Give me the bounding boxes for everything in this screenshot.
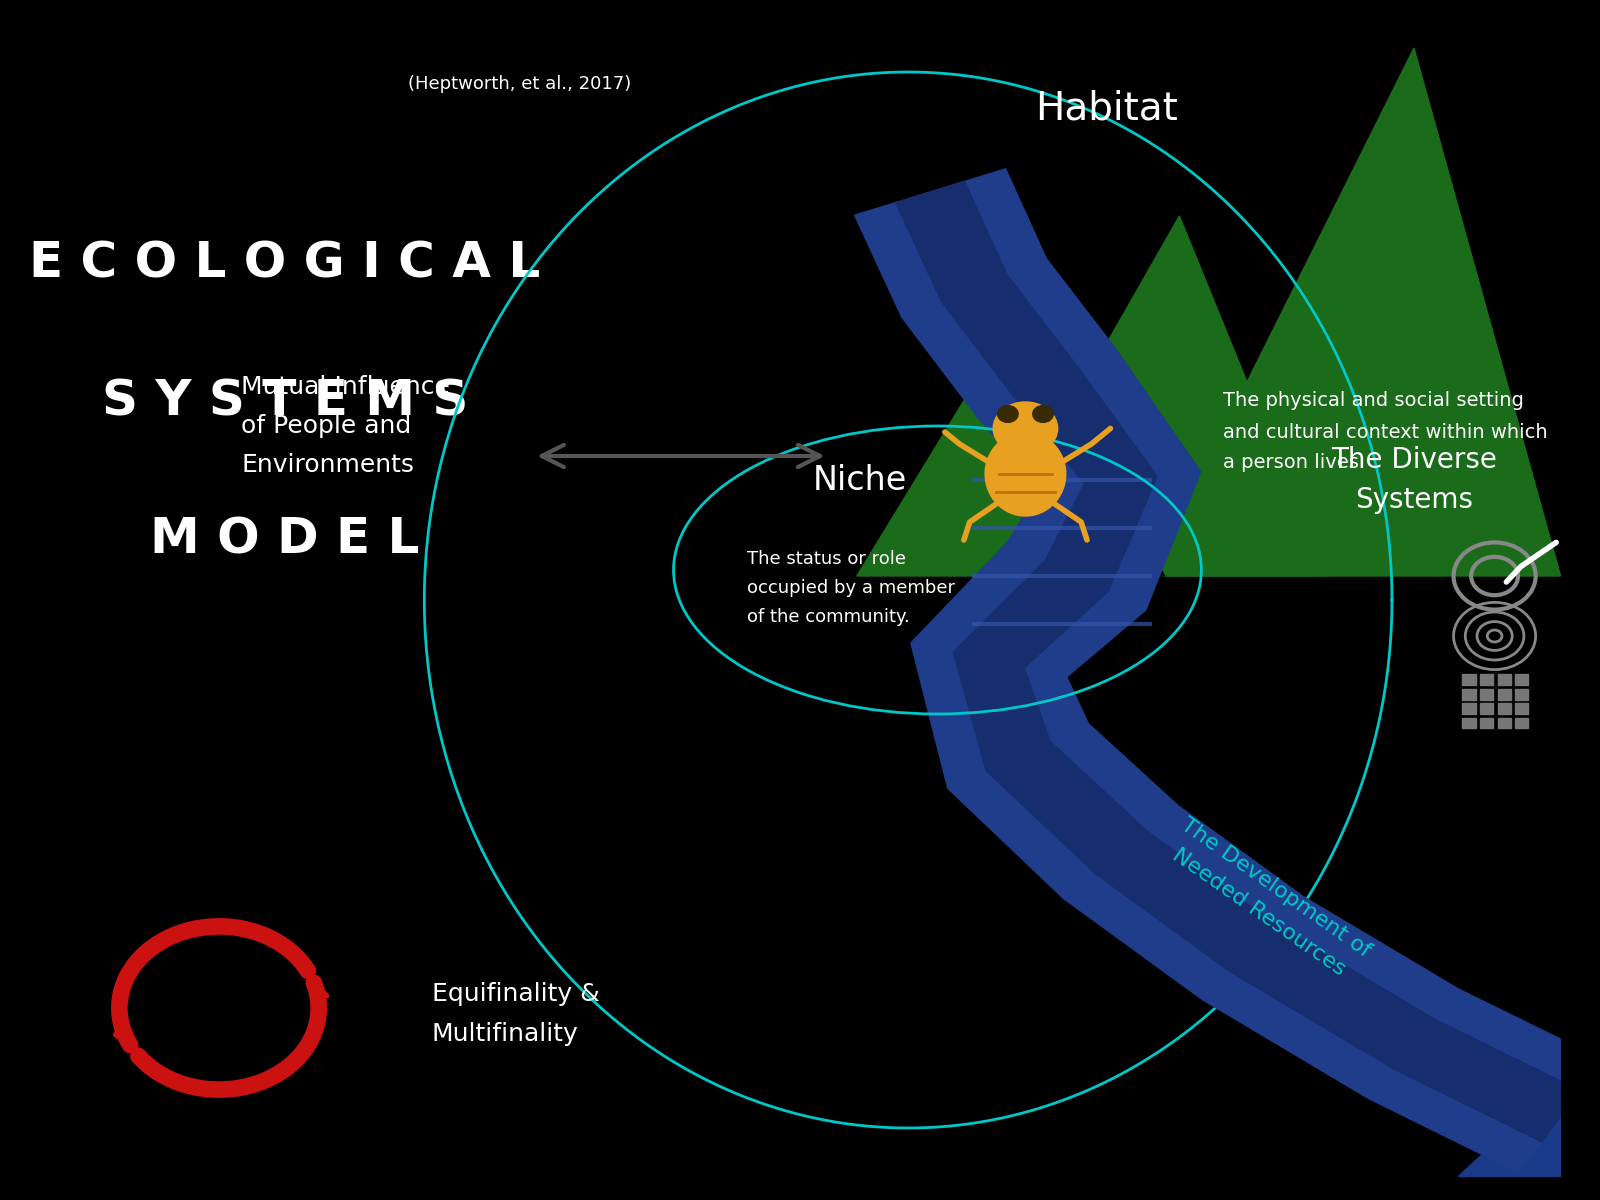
Bar	[1515, 674, 1528, 685]
Polygon shape	[854, 169, 1600, 1172]
Bar	[1498, 689, 1510, 700]
Polygon shape	[1458, 1080, 1560, 1176]
Polygon shape	[896, 181, 1579, 1141]
Circle shape	[1032, 406, 1053, 422]
Text: E C O L O G I C A L: E C O L O G I C A L	[29, 240, 541, 288]
Bar	[1515, 689, 1528, 700]
Text: Habitat: Habitat	[1035, 89, 1178, 127]
Circle shape	[994, 402, 1058, 455]
Ellipse shape	[986, 432, 1066, 516]
Text: The physical and social setting
and cultural context within which
a person lives: The physical and social setting and cult…	[1224, 391, 1547, 473]
Text: S Y S T E M S: S Y S T E M S	[102, 378, 469, 426]
Bar	[1515, 718, 1528, 728]
Circle shape	[997, 406, 1018, 422]
Text: The Diverse
Systems: The Diverse Systems	[1331, 446, 1498, 514]
Bar	[1498, 703, 1510, 714]
Text: (Heptworth, et al., 2017): (Heptworth, et al., 2017)	[408, 74, 632, 92]
Bar	[1462, 718, 1475, 728]
Text: Mutual Influence
of People and
Environments: Mutual Influence of People and Environme…	[242, 374, 450, 478]
Bar	[1480, 703, 1493, 714]
Bar	[1462, 674, 1475, 685]
Polygon shape	[974, 216, 1326, 576]
Polygon shape	[1018, 456, 1165, 576]
Bar	[1515, 703, 1528, 714]
Bar	[1462, 703, 1475, 714]
Bar	[1480, 718, 1493, 728]
Circle shape	[157, 958, 280, 1058]
Text: Niche: Niche	[813, 463, 907, 497]
Text: M O D E L: M O D E L	[150, 516, 419, 564]
Polygon shape	[858, 336, 1136, 576]
Text: The status or role
occupied by a member
of the community.: The status or role occupied by a member …	[747, 550, 955, 626]
Bar	[1498, 674, 1510, 685]
FancyArrowPatch shape	[542, 445, 821, 467]
Bar	[1480, 674, 1493, 685]
Bar	[1498, 718, 1510, 728]
Bar	[1462, 689, 1475, 700]
Text: Equifinality &
Multifinality: Equifinality & Multifinality	[432, 983, 600, 1045]
Bar	[1480, 689, 1493, 700]
Polygon shape	[1150, 48, 1560, 576]
Text: The Development of
Needed Resources: The Development of Needed Resources	[1160, 815, 1374, 985]
